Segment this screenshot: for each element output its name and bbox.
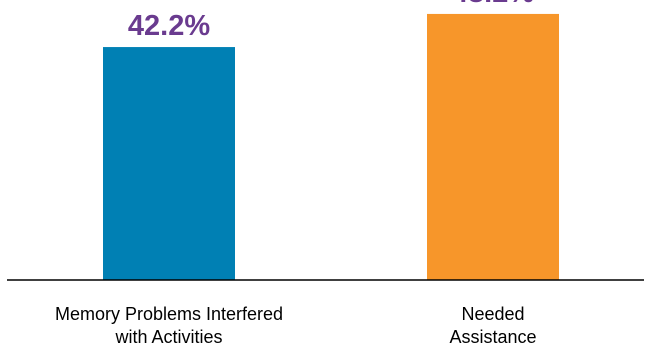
category-label-2-line-2: Assistance [449, 327, 536, 347]
category-label-1-line-2: with Activities [114, 327, 222, 347]
data-label-1: 42.2% [128, 10, 210, 42]
category-labels-group: Memory Problems Interfered with Activitie… [55, 304, 537, 347]
category-label-2-line-1: Needed [461, 304, 524, 324]
data-label-2: 48.2% [452, 0, 534, 9]
bar-1 [103, 47, 235, 280]
bars-group [103, 13, 559, 280]
data-labels-group: 42.2% 48.2% [128, 0, 534, 42]
category-label-2: Needed Assistance [449, 304, 536, 347]
category-label-1: Memory Problems Interfered with Activitie… [55, 304, 283, 347]
bar-2 [427, 13, 559, 280]
category-label-1-line-1: Memory Problems Interfered [55, 304, 283, 324]
